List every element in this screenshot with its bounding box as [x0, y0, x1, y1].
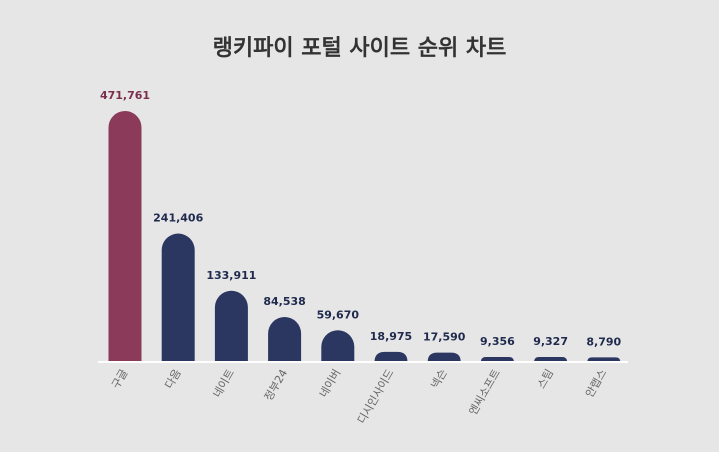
category-label-4: 정부24: [262, 367, 290, 403]
category-label-8: 엔씨소프트: [466, 367, 503, 417]
bar-8: [480, 357, 514, 362]
bar-6: [374, 351, 408, 362]
data-label-7: 17,590: [423, 331, 466, 344]
data-label-10: 8,790: [586, 335, 621, 348]
bar-9: [534, 357, 568, 362]
category-label-6: 디시인사이드: [355, 367, 397, 426]
bar-7: [427, 352, 461, 362]
data-label-5: 59,670: [317, 308, 360, 321]
bar-3: [214, 290, 248, 362]
bar-10: [587, 357, 621, 362]
category-label-7: 넥슨: [428, 367, 449, 391]
data-label-3: 133,911: [206, 269, 256, 282]
bar-2: [161, 233, 195, 362]
category-label-9: 스팀: [535, 367, 556, 391]
bar-4: [268, 317, 302, 362]
data-label-6: 18,975: [370, 330, 412, 343]
data-label-4: 84,538: [263, 295, 305, 308]
category-label-5: 네이버: [317, 367, 343, 400]
data-label-8: 9,356: [480, 335, 515, 348]
bar-1: [108, 111, 142, 363]
data-label-9: 9,327: [533, 335, 568, 348]
data-label-2: 241,406: [153, 212, 203, 225]
category-label-2: 다음: [162, 367, 183, 391]
category-label-3: 네이트: [211, 367, 237, 400]
bar-5: [321, 330, 355, 362]
data-label-1: 471,761: [100, 89, 150, 102]
chart-title: 랭키파이 포털 사이트 순위 차트: [212, 36, 507, 61]
category-label-1: 구글: [109, 367, 130, 391]
category-label-10: 안랩스: [583, 367, 609, 400]
